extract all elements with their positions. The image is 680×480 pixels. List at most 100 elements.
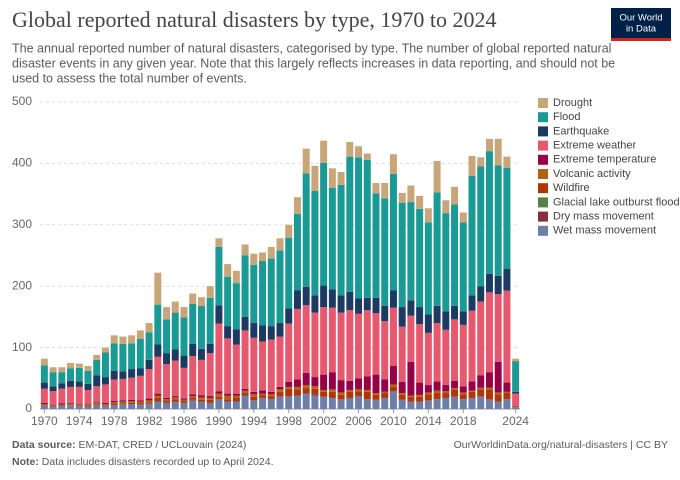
bar-segment [101,405,109,409]
bar-segment [259,252,267,262]
bar-segment [136,403,144,405]
logo-box [611,8,671,41]
bar-segment [494,401,502,409]
bar-segment [389,384,397,387]
bar-segment [485,389,493,400]
bar-segment [40,388,48,403]
legend-swatch [538,197,548,208]
bar-segment [372,193,380,298]
x-tick-label: 1974 [66,414,93,428]
bar-segment [311,295,319,313]
bar-segment [110,405,118,409]
bar-segment [136,330,144,340]
bar-segment [93,405,101,409]
bar-segment [433,323,441,382]
bar-segment [206,402,214,409]
bar-segment [424,400,432,409]
bar-segment [311,377,319,387]
bar-segment [40,405,48,409]
bar-segment [389,391,397,409]
bar-segment [84,405,92,407]
bar-segment [163,319,171,354]
bar-segment [93,404,101,406]
bar-segment [459,324,467,387]
bar-segment [346,156,354,292]
bar-segment [433,399,441,409]
bar-segment [250,337,258,392]
bar-segment [40,365,48,383]
bar-segment [58,404,66,406]
bar-segment [101,405,109,406]
x-tick-label: 2018 [450,414,477,428]
bar-segment [355,313,363,379]
y-tick-label: 0 [25,401,32,415]
bar-segment [75,386,83,405]
bar-segment [355,396,363,409]
bar-segment [171,402,179,409]
bar-segment [101,377,109,385]
bar-segment [407,315,415,362]
bar-segment [485,399,493,409]
bar-segment [145,403,153,405]
bar-segment [128,335,136,344]
bar-segment [163,364,171,398]
bar-segment [163,402,171,409]
bar-segment [424,394,432,401]
bar-segment [241,330,249,389]
bar-segment [49,406,57,409]
bar-segment [232,401,240,402]
bar-segment [328,289,336,308]
bar-segment [224,395,232,400]
bar-segment [93,354,101,360]
x-tick-label: 1986 [171,414,198,428]
bar-segment [40,402,48,405]
bar-segment [485,387,493,390]
bar-segment [477,396,485,409]
bar-segment [503,393,511,400]
bar-segment [494,138,502,166]
bar-segment [451,389,459,397]
bar-segment [337,380,345,393]
bar-segment [328,391,336,398]
bar-segment [49,404,57,406]
bar-segment [267,246,275,259]
legend-swatch [538,225,548,236]
y-tick-label: 500 [12,94,32,108]
bar-segment [101,347,109,353]
bar-segment [189,304,197,344]
bar-segment [381,305,389,322]
bar-segment [477,389,485,397]
bar-segment [416,208,424,308]
bar-segment [119,401,127,405]
bar-segment [503,399,511,409]
bar-segment [250,391,258,395]
bar-segment [381,391,389,394]
bar-segment [302,173,310,287]
bar-segment [337,295,345,313]
bar-segment [355,389,363,392]
legend-label: Extreme weather [553,140,636,152]
bar-segment [197,348,205,360]
bar-segment [154,397,162,402]
bar-segment [232,329,240,345]
bar-segment [58,383,66,389]
bar-segment [40,404,48,406]
legend-label: Volcanic activity [553,168,631,180]
bar-segment [416,195,424,209]
bar-segment [320,285,328,308]
legend-label: Flood [553,111,581,123]
bar-segment [128,399,136,402]
x-tick-label: 1998 [275,414,302,428]
bar-segment [389,307,397,367]
bar-segment [58,403,66,405]
bar-segment [311,191,319,296]
bar-segment [398,394,406,400]
bar-segment [110,402,118,405]
bar-segment [485,273,493,293]
bar-segment [224,393,232,396]
bar-segment [407,202,415,301]
bar-segment [128,402,136,405]
bar-segment [163,397,171,400]
bar-segment [250,323,258,338]
bar-segment [477,301,485,376]
